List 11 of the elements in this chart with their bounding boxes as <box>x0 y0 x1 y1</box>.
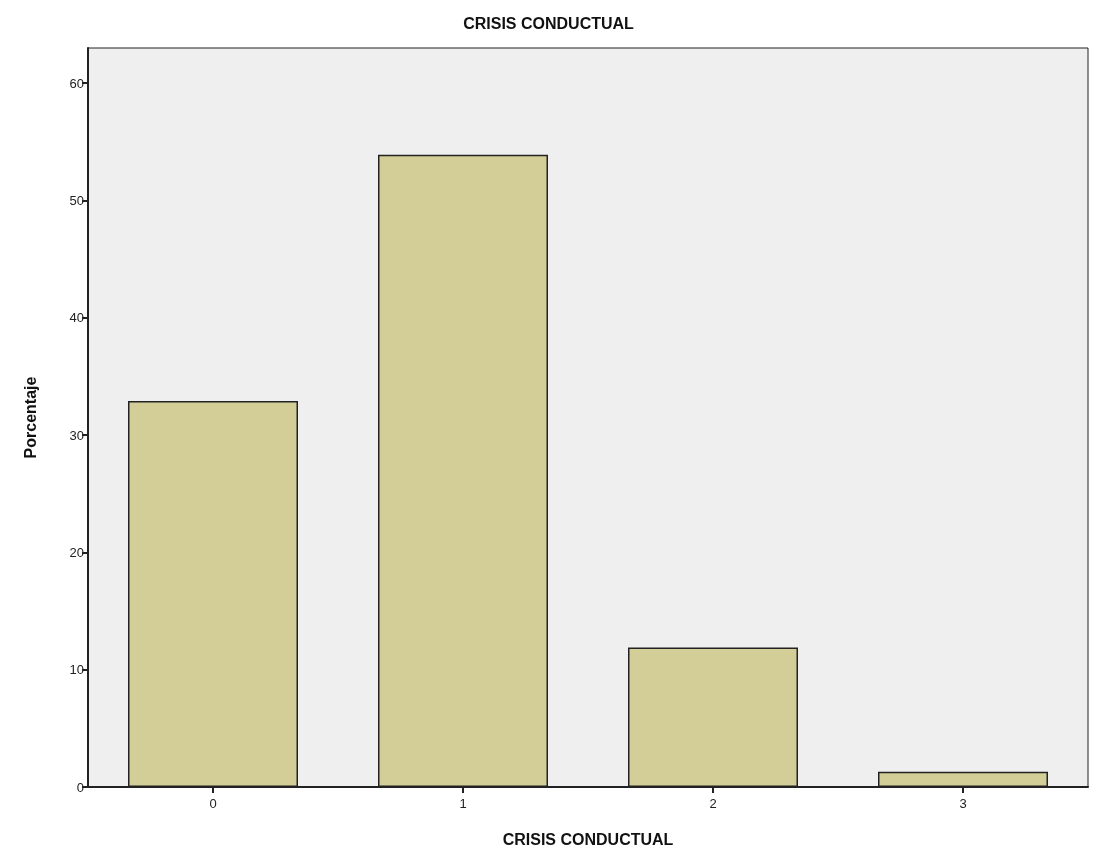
x-axis-title: CRISIS CONDUCTUAL <box>502 830 674 848</box>
x-tick-label: 0 <box>209 796 217 811</box>
x-tick-label: 2 <box>709 796 717 811</box>
x-tick-label: 3 <box>959 796 967 811</box>
chart-title: CRISIS CONDUCTUAL <box>463 14 635 32</box>
y-tick-label: 30 <box>69 427 84 443</box>
x-tick-label: 1 <box>459 796 467 811</box>
y-tick-label: 20 <box>69 544 84 560</box>
y-tick-label: 50 <box>69 192 84 208</box>
y-tick-label: 60 <box>69 75 84 91</box>
y-axis-title: Porcentaje <box>21 376 39 459</box>
